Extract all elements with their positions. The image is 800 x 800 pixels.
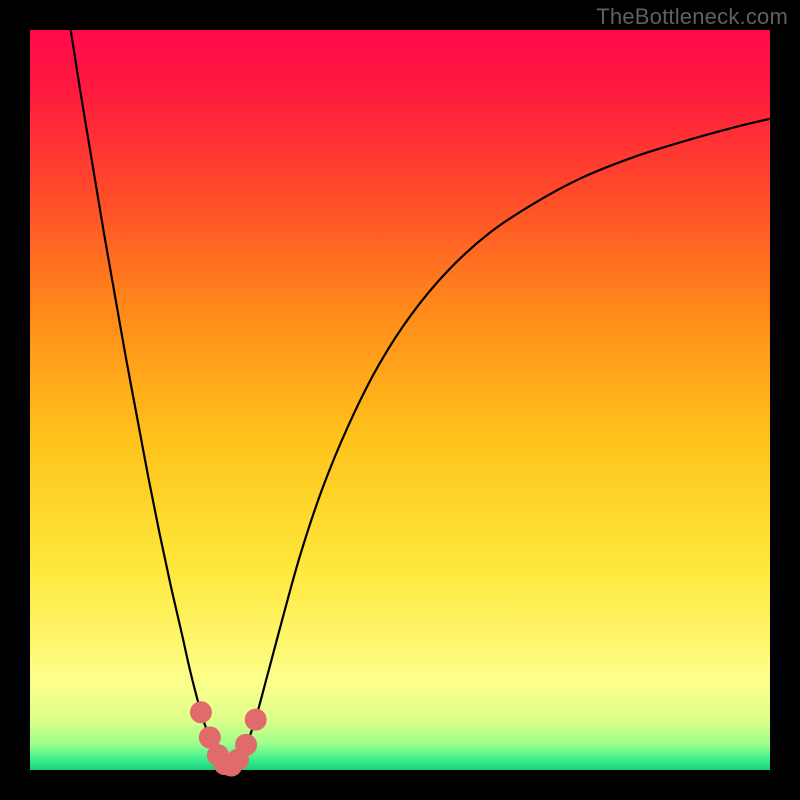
bottleneck-chart [0,0,800,800]
marker-dot [190,701,212,723]
watermark-text: TheBottleneck.com [596,4,788,30]
plot-background [30,30,770,770]
chart-container: TheBottleneck.com [0,0,800,800]
marker-dot [245,709,267,731]
marker-dot [235,734,257,756]
